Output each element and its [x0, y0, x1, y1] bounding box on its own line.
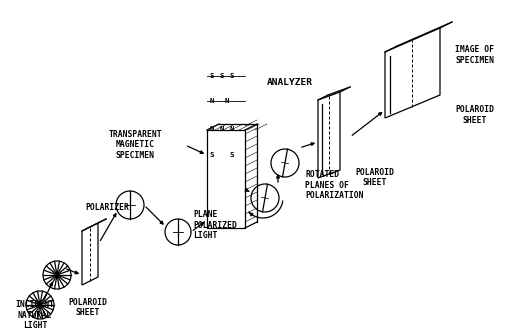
Text: S: S	[210, 151, 215, 157]
Text: N: N	[225, 97, 229, 104]
Text: ANALYZER: ANALYZER	[267, 78, 313, 87]
Text: PLANE
POLARIZED
LIGHT: PLANE POLARIZED LIGHT	[193, 210, 237, 240]
Text: TRANSPARENT
MAGNETIC
SPECIMEN: TRANSPARENT MAGNETIC SPECIMEN	[109, 130, 162, 160]
Text: ROTATED
PLANES OF
POLARIZATION: ROTATED PLANES OF POLARIZATION	[305, 170, 364, 200]
Text: INCIDENT
NATURAL
LIGHT: INCIDENT NATURAL LIGHT	[16, 300, 55, 330]
Text: N: N	[230, 126, 234, 132]
Text: N: N	[210, 97, 215, 104]
Text: S: S	[230, 73, 234, 79]
Text: IMAGE OF
SPECIMEN: IMAGE OF SPECIMEN	[455, 45, 494, 65]
Text: N: N	[210, 126, 215, 132]
Text: POLARIZER: POLARIZER	[85, 202, 129, 211]
Text: S: S	[220, 73, 225, 79]
Text: S: S	[229, 151, 233, 157]
Text: POLAROID
SHEET: POLAROID SHEET	[69, 298, 108, 317]
Text: POLAROID
SHEET: POLAROID SHEET	[355, 168, 394, 187]
Text: S: S	[210, 73, 215, 79]
Text: POLAROID
SHEET: POLAROID SHEET	[455, 105, 494, 125]
Text: N: N	[220, 126, 225, 132]
